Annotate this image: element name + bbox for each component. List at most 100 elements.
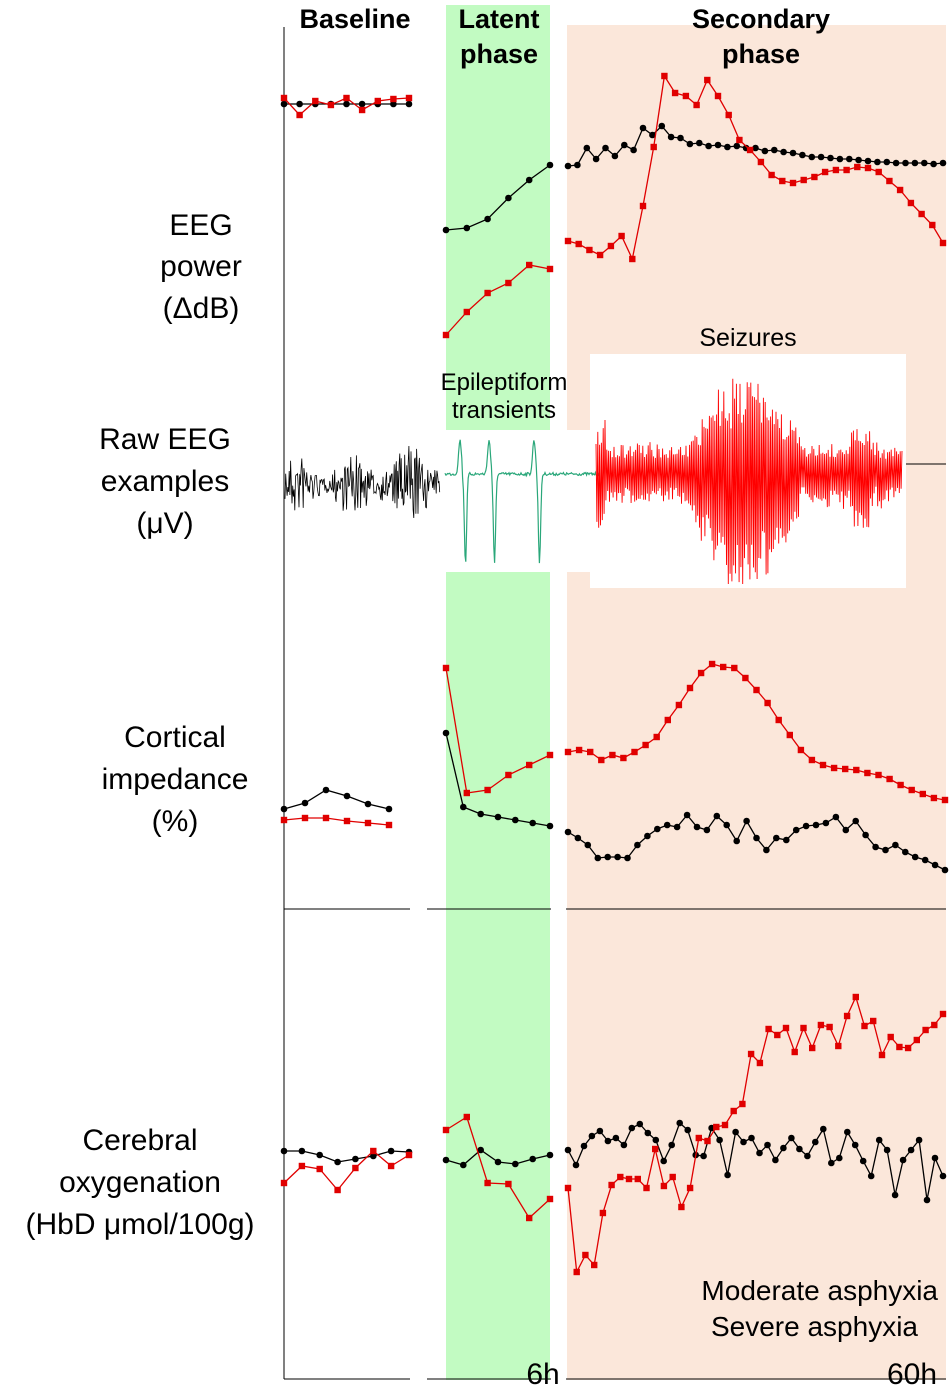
cerebral-oxygenation-severe-secondary-point [939,1010,947,1018]
x-tick-60h: 60h [887,1358,937,1388]
cerebral-oxygenation-severe-secondary-point [652,1145,659,1153]
eeg-power-moderate-secondary-point [921,159,928,167]
cortical-impedance-severe-secondary-point [919,790,926,798]
legend-severe: Severe asphyxia [711,1311,918,1342]
cerebral-oxygenation-moderate-baseline-point [298,1147,306,1155]
cortical-impedance-moderate-secondary-point [931,861,939,869]
eeg-power-moderate-secondary-point [827,154,834,162]
cerebral-oxygenation-moderate-secondary-point [923,1196,931,1204]
eeg-power-moderate-secondary-point [864,157,872,165]
eeg-power-severe-secondary-point [586,246,593,254]
eeg-power-moderate-secondary-point [649,131,656,139]
cerebral-oxygenation-severe-secondary-point [660,1182,668,1190]
eeg-power-moderate-latent-point [546,161,554,169]
eeg-power-moderate-secondary-point [592,155,600,163]
cortical-impedance-severe-secondary-point [587,748,594,756]
impedance-label-3: (%) [152,805,199,838]
cortical-impedance-severe-latent-point [463,789,470,797]
cerebral-oxygenation-severe-baseline-point [334,1186,341,1194]
eeg-power-moderate-baseline-point [405,100,413,108]
cerebral-oxygenation-severe-secondary-point [809,1044,816,1052]
cerebral-oxygenation-moderate-secondary-point [684,1126,691,1134]
cortical-impedance-severe-secondary-point [941,796,949,804]
eeg-power-moderate-secondary-point [696,139,703,147]
cortical-impedance-moderate-secondary-point [892,841,899,849]
eeg-power-severe-baseline-point [358,106,366,114]
epileptiform-transients-trace [444,439,600,564]
cortical-impedance-moderate-secondary-point [574,834,582,842]
eeg-power-severe-secondary-point [736,136,743,144]
cerebral-oxygenation-severe-secondary-point [870,1017,877,1025]
eeg-power-moderate-secondary-point [658,122,666,130]
eeg-power-moderate-secondary-point [705,142,712,150]
eeg-power-moderate-latent-point [484,215,491,223]
eeg-power-severe-secondary-point [661,72,668,80]
eeg-power-label: EEG power (ΔdB) [160,209,242,325]
cerebral-oxygenation-severe-secondary-point [774,1031,781,1039]
cerebral-oxygenation-moderate-latent-point [529,1155,536,1163]
x-tick-6h: 6h [526,1358,559,1388]
cortical-impedance-moderate-secondary-point [634,841,641,849]
cortical-impedance-severe-secondary-point [731,664,738,672]
cerebral-oxygenation-severe-secondary-point [634,1175,641,1183]
eeg-power-moderate-latent-point [463,224,471,232]
cerebral-oxygenation-moderate-secondary-point [883,1146,891,1154]
cerebral-oxygenation-severe-secondary-point [695,1134,702,1142]
cerebral-oxygenation-severe-secondary-point [713,1123,720,1131]
cortical-impedance-severe-latent-line [445,667,551,794]
cerebral-oxygenation-severe-secondary-point [669,1173,676,1181]
eeg-power-moderate-secondary-point [611,152,619,160]
cortical-impedance-severe-baseline-point [322,814,330,822]
eeg-power-label-1: EEG [169,209,232,242]
eeg-power-moderate-baseline-point [343,100,350,108]
cortical-impedance-severe-secondary-point [753,686,760,694]
cerebral-oxygenation-severe-secondary-point [686,1184,694,1192]
cortical-impedance-severe-latent-point [526,761,533,769]
eeg-power-severe-secondary-point [704,76,711,84]
cortical-impedance-severe-secondary-point [775,716,782,724]
impedance-label-2: impedance [102,763,249,796]
legend-moderate: Moderate asphyxia [701,1275,938,1306]
latent-title-line2: phase [460,39,538,69]
cerebral-oxygenation-moderate-baseline-point [352,1155,359,1163]
cerebral-oxygenation-moderate-secondary-point [732,1128,739,1136]
secondary-title-line2: phase [722,39,800,69]
eeg-power-severe-latent-point [546,265,554,273]
eeg-power-severe-secondary-point [939,239,947,247]
eeg-power-severe-secondary-point [886,177,893,185]
oxygenation-label: Cerebral oxygenation (HbD μmol/100g) [25,1124,254,1241]
eeg-power-severe-secondary-point [864,164,872,172]
cortical-impedance-moderate-latent-point [442,729,450,737]
eeg-power-moderate-secondary-point [808,153,816,161]
cortical-impedance-severe-secondary-point [908,786,915,794]
cerebral-oxygenation-severe-secondary-point [896,1043,903,1051]
cortical-impedance-moderate-secondary-point [773,834,780,842]
eeg-power-moderate-baseline-point [358,100,366,108]
cortical-impedance-moderate-secondary-point [743,817,750,825]
cortical-impedance-severe-secondary-point [620,754,627,762]
eeg-power-severe-baseline-point [343,94,350,102]
eeg-power-severe-latent-point [505,279,512,287]
cerebral-oxygenation-severe-secondary-point [747,1050,755,1058]
cerebral-oxygenation-moderate-baseline-point [370,1152,377,1160]
cerebral-oxygenation-moderate-secondary-point [851,1141,859,1149]
cerebral-oxygenation-moderate-secondary-point [700,1152,707,1160]
cerebral-oxygenation-moderate-latent-point [442,1156,450,1164]
cerebral-oxygenation-severe-baseline-point [280,1179,288,1187]
cerebral-oxygenation-severe-baseline-point [298,1162,306,1170]
eeg-power-moderate-baseline-point [390,100,397,108]
raw-eeg-label-2: examples [101,465,229,498]
eeg-power-moderate-latent-line [445,164,551,231]
seizures-annotation: Seizures [699,324,796,352]
oxygenation-label-3: (HbD μmol/100g) [25,1208,254,1241]
cerebral-oxygenation-severe-secondary-point [800,1024,807,1032]
cortical-impedance-severe-secondary-point [897,781,904,789]
impedance-label: Cortical impedance (%) [102,721,249,838]
cerebral-oxygenation-severe-secondary-point [826,1023,833,1031]
eeg-power-moderate-latent-point [525,176,533,184]
cerebral-oxygenation-severe-secondary-point [625,1175,633,1183]
cortical-impedance-severe-secondary-point [598,756,605,764]
cerebral-oxygenation-moderate-secondary-point [596,1127,604,1135]
cortical-impedance-moderate-secondary-point [733,837,740,845]
cerebral-oxygenation-moderate-secondary-point [676,1119,683,1127]
